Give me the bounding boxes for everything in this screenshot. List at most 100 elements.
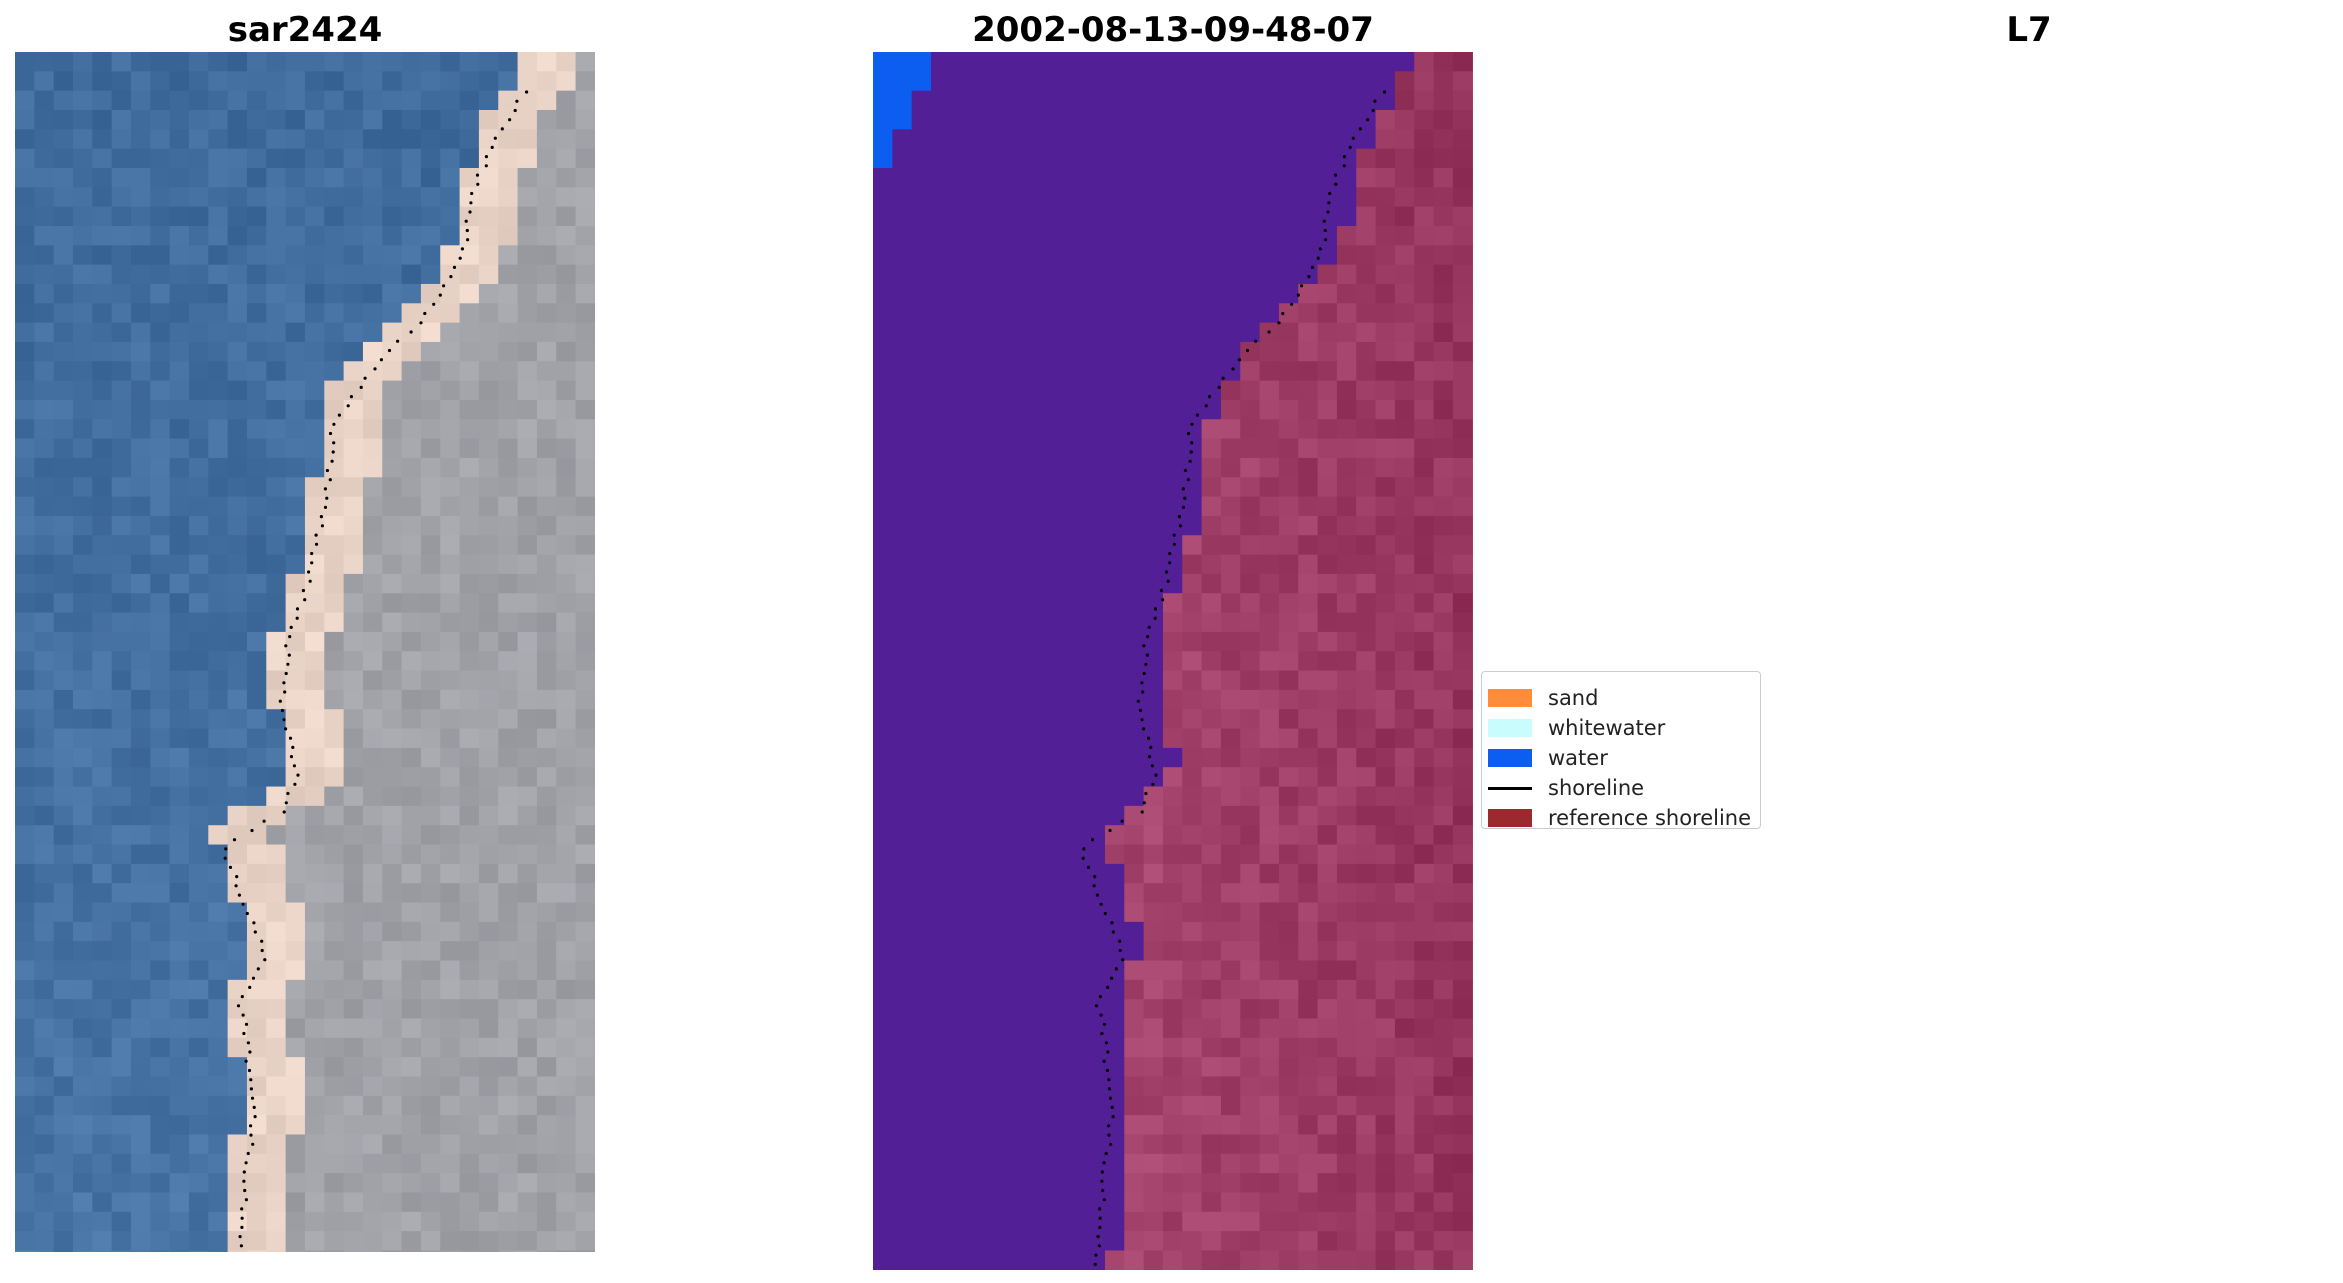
rgb-pixel (227, 1134, 248, 1155)
rgb-pixel (53, 786, 74, 807)
classified-pixel (1298, 515, 1319, 536)
rgb-pixel (536, 960, 557, 981)
classified-pixel (1278, 1211, 1299, 1232)
classified-pixel (1317, 438, 1338, 459)
classified-pixel (1259, 786, 1280, 807)
rgb-pixel (517, 1192, 538, 1213)
rgb-pixel (15, 1018, 35, 1039)
classified-pixel (1085, 457, 1106, 478)
rgb-pixel (266, 728, 287, 749)
rgb-pixel (227, 148, 248, 169)
shoreline-point (244, 1059, 248, 1063)
rgb-pixel (188, 457, 209, 478)
classified-pixel (1394, 728, 1415, 749)
rgb-pixel (459, 245, 480, 266)
classified-pixel (1201, 631, 1222, 652)
classified-pixel (969, 573, 990, 594)
classified-pixel (1008, 109, 1029, 130)
classified-pixel (988, 1115, 1009, 1136)
rgb-pixel (536, 283, 557, 304)
rgb-pixel (208, 303, 229, 324)
shoreline-point (1342, 164, 1346, 168)
rgb-pixel (575, 167, 595, 188)
rgb-pixel (34, 1037, 55, 1058)
classified-pixel (1356, 844, 1377, 865)
classified-pixel (1201, 709, 1222, 730)
rgb-pixel (92, 728, 113, 749)
classified-pixel (911, 1095, 932, 1116)
classified-pixel (911, 1115, 932, 1136)
rgb-pixel (150, 187, 171, 208)
rgb-pixel (150, 999, 171, 1020)
classified-pixel (873, 1250, 893, 1270)
classified-pixel (1046, 941, 1067, 962)
shoreline-point (1120, 819, 1124, 823)
rgb-pixel (53, 1231, 74, 1252)
classified-pixel (1201, 1250, 1222, 1270)
rgb-pixel (246, 670, 267, 691)
rgb-pixel (227, 515, 248, 536)
classified-pixel (1008, 593, 1029, 614)
rgb-pixel (169, 805, 190, 826)
rgb-pixel (92, 593, 113, 614)
classified-pixel (873, 167, 893, 188)
classified-pixel (1414, 187, 1435, 208)
rgb-pixel (266, 1211, 287, 1232)
classified-pixel (1162, 206, 1183, 227)
rgb-pixel (266, 264, 287, 285)
rgb-pixel (92, 167, 113, 188)
classified-pixel (1317, 341, 1338, 362)
classified-pixel (892, 689, 913, 710)
classified-pixel (1414, 380, 1435, 401)
classified-pixel (1240, 457, 1261, 478)
classified-pixel (1104, 573, 1125, 594)
classified-pixel (1162, 535, 1183, 556)
rgb-pixel (459, 109, 480, 130)
classified-pixel (1298, 612, 1319, 633)
shoreline-point (314, 533, 318, 537)
classified-pixel (1124, 90, 1145, 111)
shoreline-point (239, 1244, 243, 1248)
shoreline-point (308, 579, 312, 583)
classified-pixel (1278, 767, 1299, 788)
classified-pixel (930, 1153, 951, 1174)
classified-pixel (1278, 1018, 1299, 1039)
rgb-pixel (343, 1173, 364, 1194)
rgb-pixel (53, 1192, 74, 1213)
classified-pixel (1298, 438, 1319, 459)
classified-pixel (1182, 1018, 1203, 1039)
shoreline-point (1098, 1207, 1102, 1211)
classified-pixel (1298, 805, 1319, 826)
classified-pixel (1066, 902, 1087, 923)
rgb-pixel (266, 303, 287, 324)
classified-pixel (1433, 71, 1454, 92)
classified-pixel (1085, 728, 1106, 749)
rgb-pixel (34, 844, 55, 865)
classified-pixel (1124, 747, 1145, 768)
classified-pixel (1085, 148, 1106, 169)
rgb-pixel (575, 225, 595, 246)
classified-pixel (1182, 90, 1203, 111)
classified-pixel (1375, 225, 1396, 246)
rgb-pixel (517, 90, 538, 111)
classified-pixel (1162, 709, 1183, 730)
rgb-pixel (266, 689, 287, 710)
rgb-pixel (130, 573, 151, 594)
rgb-pixel (459, 1250, 480, 1252)
rgb-pixel (478, 90, 499, 111)
rgb-pixel (34, 245, 55, 266)
rgb-pixel (227, 167, 248, 188)
rgb-pixel (536, 883, 557, 904)
classified-pixel (1240, 709, 1261, 730)
rgb-pixel (72, 1231, 93, 1252)
classified-pixel (969, 1134, 990, 1155)
classified-pixel (1027, 805, 1048, 826)
rgb-pixel (150, 573, 171, 594)
rgb-pixel (15, 941, 35, 962)
rgb-pixel (266, 593, 287, 614)
rgb-pixel (459, 535, 480, 556)
rgb-pixel (285, 457, 306, 478)
rgb-pixel (536, 631, 557, 652)
rgb-pixel (266, 960, 287, 981)
rgb-pixel (440, 1173, 461, 1194)
